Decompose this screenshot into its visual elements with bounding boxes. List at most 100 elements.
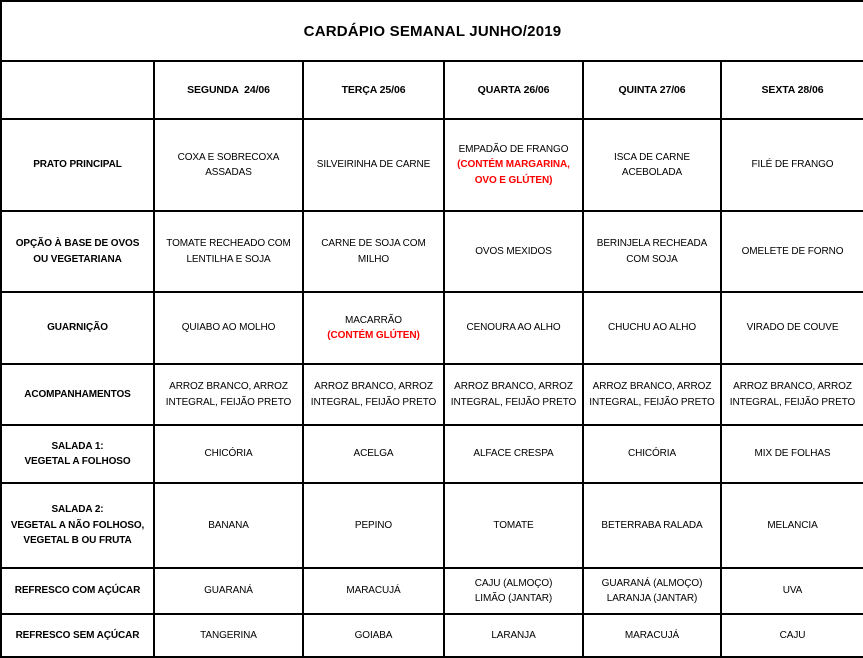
menu-cell: ARROZ BRANCO, ARROZ INTEGRAL, FEIJÃO PRE…	[443, 363, 584, 426]
menu-item: MARACUJÁ	[346, 585, 401, 597]
menu-cell: ARROZ BRANCO, ARROZ INTEGRAL, FEIJÃO PRE…	[582, 363, 722, 426]
menu-cell: ISCA DE CARNE ACEBOLADA	[582, 118, 722, 212]
menu-item: MELANCIA	[767, 519, 818, 531]
menu-cell: LARANJA	[443, 613, 584, 658]
column-header-segunda: SEGUNDA 24/06	[153, 60, 304, 120]
menu-cell: OVOS MEXIDOS	[443, 210, 584, 293]
menu-item: OMELETE DE FORNO	[741, 245, 844, 257]
menu-cell: ARROZ BRANCO, ARROZ INTEGRAL, FEIJÃO PRE…	[720, 363, 863, 426]
menu-cell: VIRADO DE COUVE	[720, 291, 863, 365]
menu-item: TANGERINA	[200, 629, 257, 641]
menu-item: ARROZ BRANCO, ARROZ INTEGRAL, FEIJÃO PRE…	[165, 381, 292, 408]
row-label-guarnicao: GUARNIÇÃO	[0, 291, 155, 365]
menu-item: ARROZ BRANCO, ARROZ INTEGRAL, FEIJÃO PRE…	[589, 381, 715, 408]
menu-item: GOIABA	[354, 629, 393, 641]
row-opcao-ovos-vegetariana: OPÇÃO À BASE DE OVOS OU VEGETARIANA TOMA…	[0, 210, 863, 293]
menu-item: EMPADÃO DE FRANGO	[458, 143, 569, 155]
menu-cell: TOMATE	[443, 482, 584, 569]
menu-item: MACARRÃO	[345, 314, 402, 326]
menu-item: CENOURA AO ALHO	[466, 322, 561, 334]
menu-cell: TOMATE RECHEADO COM LENTILHA E SOJA	[153, 210, 304, 293]
menu-cell: MARACUJÁ	[302, 567, 445, 615]
row-prato-principal: PRATO PRINCIPAL COXA E SOBRECOXA ASSADAS…	[0, 118, 863, 212]
menu-cell: GUARANÁ	[153, 567, 304, 615]
menu-item: CHICÓRIA	[627, 448, 677, 460]
menu-cell: ACELGA	[302, 424, 445, 484]
menu-item: ACELGA	[353, 448, 394, 460]
row-salada-2: SALADA 2: VEGETAL A NÃO FOLHOSO, VEGETAL…	[0, 482, 863, 569]
menu-cell: PEPINO	[302, 482, 445, 569]
menu-item: TOMATE RECHEADO COM LENTILHA E SOJA	[166, 238, 291, 265]
menu-cell: UVA	[720, 567, 863, 615]
menu-cell: GUARANÁ (ALMOÇO) LARANJA (JANTAR)	[582, 567, 722, 615]
menu-cell: MARACUJÁ	[582, 613, 722, 658]
menu-item: BERINJELA RECHEADA COM SOJA	[596, 238, 708, 265]
menu-cell: OMELETE DE FORNO	[720, 210, 863, 293]
menu-cell: SILVEIRINHA DE CARNE	[302, 118, 445, 212]
menu-item: MIX DE FOLHAS	[754, 448, 831, 460]
day-header-row: SEGUNDA 24/06 TERÇA 25/06 QUARTA 26/06 Q…	[0, 60, 863, 120]
menu-item: ARROZ BRANCO, ARROZ INTEGRAL, FEIJÃO PRE…	[729, 381, 856, 408]
menu-item: BANANA	[208, 519, 249, 531]
menu-cell: MACARRÃO (CONTÉM GLÚTEN)	[302, 291, 445, 365]
menu-item: OVOS MEXIDOS	[475, 245, 552, 257]
row-salada-1: SALADA 1: VEGETAL A FOLHOSO CHICÓRIA ACE…	[0, 424, 863, 484]
menu-cell: MIX DE FOLHAS	[720, 424, 863, 484]
row-refresco-sem-acucar: REFRESCO SEM AÇÚCAR TANGERINA GOIABA LAR…	[0, 613, 863, 658]
menu-item: QUIABO AO MOLHO	[181, 322, 276, 334]
menu-item: BETERRABA RALADA	[601, 519, 703, 531]
corner-empty-cell	[0, 60, 155, 120]
menu-cell: EMPADÃO DE FRANGO (CONTÉM MARGARINA, OVO …	[443, 118, 584, 212]
page-title: CARDÁPIO SEMANAL JUNHO/2019	[0, 0, 863, 62]
menu-cell: COXA E SOBRECOXA ASSADAS	[153, 118, 304, 212]
menu-cell: CHUCHU AO ALHO	[582, 291, 722, 365]
menu-item: ARROZ BRANCO, ARROZ INTEGRAL, FEIJÃO PRE…	[310, 381, 437, 408]
menu-item: TOMATE	[493, 519, 534, 531]
title-row: CARDÁPIO SEMANAL JUNHO/2019	[0, 0, 863, 62]
menu-cell: CENOURA AO ALHO	[443, 291, 584, 365]
row-guarnicao: GUARNIÇÃO QUIABO AO MOLHO MACARRÃO (CONTÉ…	[0, 291, 863, 365]
menu-item: GUARANÁ	[204, 585, 253, 597]
menu-cell: CHICÓRIA	[153, 424, 304, 484]
menu-item: CHUCHU AO ALHO	[607, 322, 697, 334]
column-header-sexta: SEXTA 28/06	[720, 60, 863, 120]
column-header-quarta: QUARTA 26/06	[443, 60, 584, 120]
menu-item: CHICÓRIA	[204, 448, 253, 460]
menu-cell: CHICÓRIA	[582, 424, 722, 484]
menu-cell: CAJU	[720, 613, 863, 658]
menu-item: COXA E SOBRECOXA ASSADAS	[177, 151, 280, 179]
menu-cell: QUIABO AO MOLHO	[153, 291, 304, 365]
row-label-acompanhamentos: ACOMPANHAMENTOS	[0, 363, 155, 426]
column-header-terca: TERÇA 25/06	[302, 60, 445, 120]
allergen-warning: (CONTÉM GLÚTEN)	[327, 330, 420, 341]
menu-cell: ALFACE CRESPA	[443, 424, 584, 484]
row-label-opcao-ovos-vegetariana: OPÇÃO À BASE DE OVOS OU VEGETARIANA	[0, 210, 155, 293]
menu-item: MARACUJÁ	[624, 629, 680, 641]
menu-cell: FILÉ DE FRANGO	[720, 118, 863, 212]
menu-cell: BANANA	[153, 482, 304, 569]
menu-item: ARROZ BRANCO, ARROZ INTEGRAL, FEIJÃO PRE…	[450, 381, 577, 408]
menu-item: CAJU (ALMOÇO) LIMÃO (JANTAR)	[474, 577, 553, 605]
menu-item: ALFACE CRESPA	[473, 448, 554, 460]
menu-item: SILVEIRINHA DE CARNE	[316, 159, 431, 171]
row-label-salada-1: SALADA 1: VEGETAL A FOLHOSO	[0, 424, 155, 484]
row-label-refresco-com-acucar: REFRESCO COM AÇÚCAR	[0, 567, 155, 615]
menu-item: ISCA DE CARNE ACEBOLADA	[614, 151, 690, 179]
menu-item: UVA	[782, 585, 803, 597]
menu-cell: BERINJELA RECHEADA COM SOJA	[582, 210, 722, 293]
menu-cell: BETERRABA RALADA	[582, 482, 722, 569]
menu-item: LARANJA	[491, 629, 536, 641]
menu-cell: ARROZ BRANCO, ARROZ INTEGRAL, FEIJÃO PRE…	[302, 363, 445, 426]
row-label-refresco-sem-acucar: REFRESCO SEM AÇÚCAR	[0, 613, 155, 658]
row-refresco-com-acucar: REFRESCO COM AÇÚCAR GUARANÁ MARACUJÁ CAJ…	[0, 567, 863, 615]
row-label-prato-principal: PRATO PRINCIPAL	[0, 118, 155, 212]
menu-cell: CARNE DE SOJA COM MILHO	[302, 210, 445, 293]
menu-item: PEPINO	[354, 519, 393, 531]
row-label-salada-2: SALADA 2: VEGETAL A NÃO FOLHOSO, VEGETAL…	[0, 482, 155, 569]
menu-cell: GOIABA	[302, 613, 445, 658]
row-acompanhamentos: ACOMPANHAMENTOS ARROZ BRANCO, ARROZ INTE…	[0, 363, 863, 426]
menu-cell: CAJU (ALMOÇO) LIMÃO (JANTAR)	[443, 567, 584, 615]
menu-item: CAJU	[779, 629, 806, 641]
